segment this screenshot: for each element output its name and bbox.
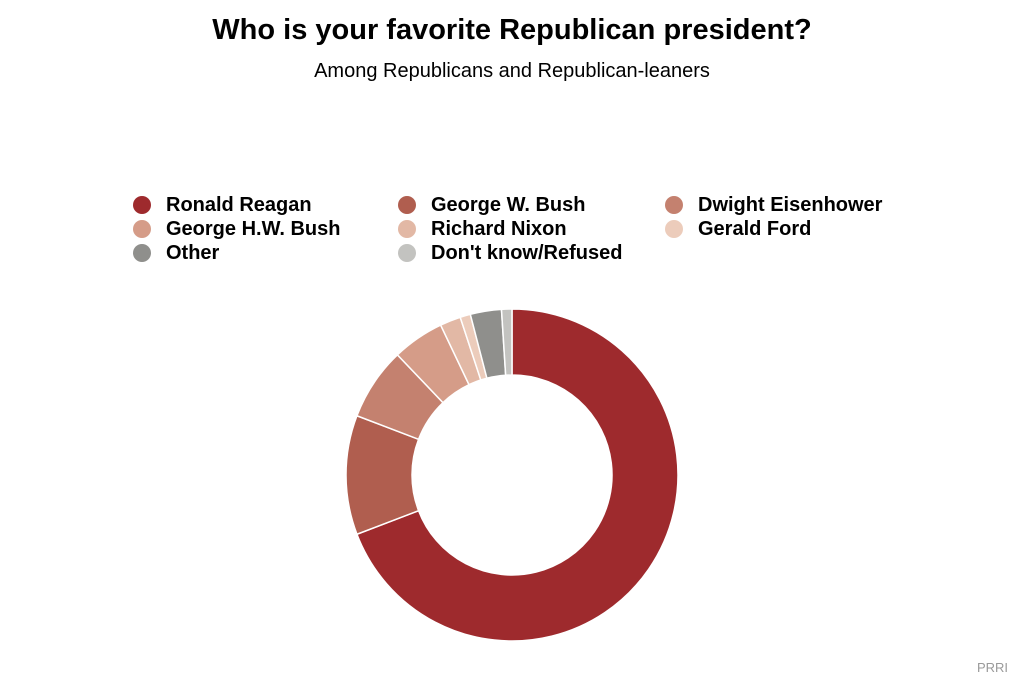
legend-label: Other (166, 241, 220, 264)
donut-slice (355, 308, 679, 642)
legend-item: George W. Bush (398, 193, 585, 217)
legend-item: Ronald Reagan (133, 193, 312, 217)
legend-swatch (398, 220, 416, 238)
legend-label: Ronald Reagan (166, 193, 312, 216)
legend-swatch (133, 220, 151, 238)
legend-swatch (133, 244, 151, 262)
legend-swatch (398, 196, 416, 214)
legend-item: Other (133, 241, 219, 265)
source-label: PRRI (976, 660, 1008, 675)
legend-item: George H.W. Bush (133, 217, 340, 241)
legend-label: Don't know/Refused (431, 241, 623, 264)
donut-slice (500, 308, 513, 376)
legend-swatch (665, 196, 683, 214)
legend-swatch (133, 196, 151, 214)
legend-label: Richard Nixon (431, 217, 567, 240)
legend-label: Dwight Eisenhower (698, 193, 883, 216)
legend-label: Gerald Ford (698, 217, 812, 240)
legend-swatch (398, 244, 416, 262)
legend: Ronald Reagan George W. Bush Dwight Eisenh… (133, 193, 933, 273)
legend-item: Gerald Ford (665, 217, 811, 241)
chart-subtitle: Among Republicans and Republican-leaners (314, 60, 710, 82)
legend-item: Don't know/Refused (398, 241, 622, 265)
legend-label: George H.W. Bush (166, 217, 341, 240)
legend-item: Dwight Eisenhower (665, 193, 882, 217)
chart-title: Who is your favorite Republican presiden… (212, 14, 812, 46)
legend-swatch (665, 220, 683, 238)
legend-item: Richard Nixon (398, 217, 567, 241)
legend-label: George W. Bush (431, 193, 586, 216)
